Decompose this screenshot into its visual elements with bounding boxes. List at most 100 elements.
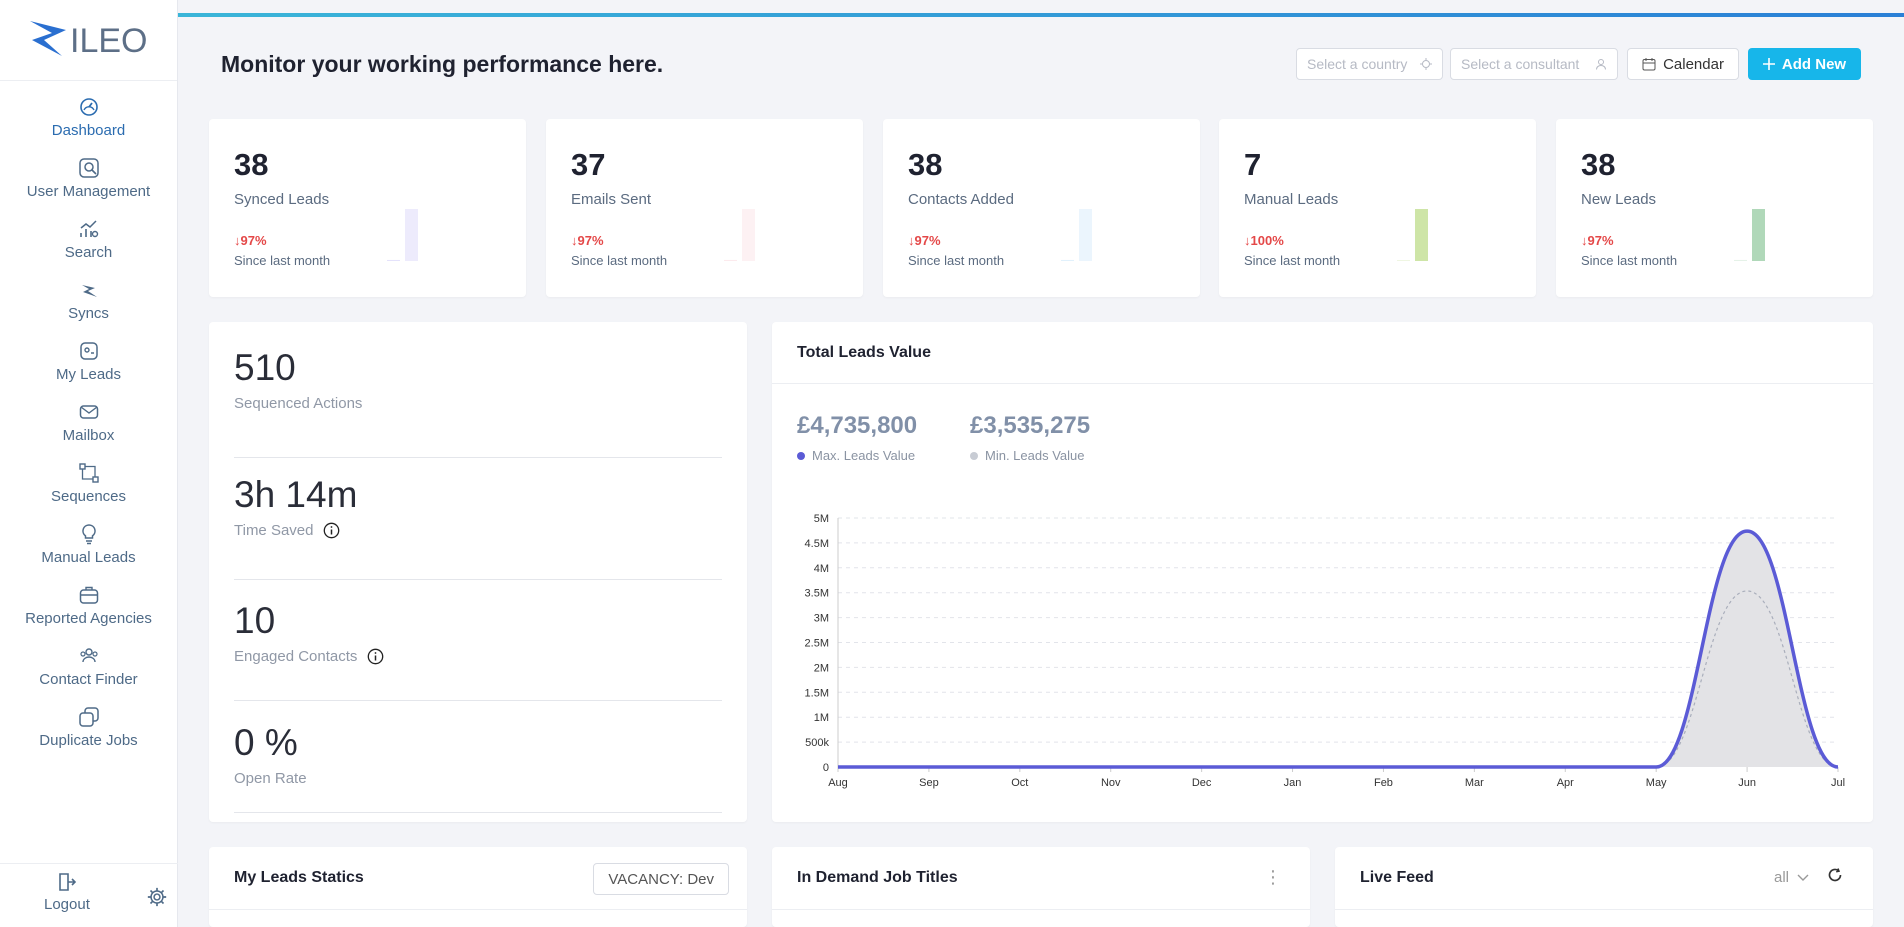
- sidebar-item-mailbox[interactable]: Mailbox: [0, 392, 177, 453]
- sidebar: ILEO Dashboard User Management Search Syncs…: [0, 0, 178, 927]
- stat-delta: ↓97%: [571, 233, 604, 248]
- x-tick-label: Dec: [1192, 777, 1212, 789]
- logout-icon: [59, 873, 77, 891]
- stat-since: Since last month: [571, 253, 668, 268]
- dashboard-gauge-icon: [78, 96, 100, 118]
- min-leads-amount: £3,535,275: [970, 412, 1091, 439]
- sidebar-item-label: Sequences: [50, 488, 127, 505]
- y-tick-label: 2.5M: [805, 638, 829, 650]
- sidebar-item-my-leads[interactable]: My Leads: [0, 331, 177, 392]
- consultant-select[interactable]: Select a consultant: [1450, 48, 1618, 80]
- sidebar-item-label: Duplicate Jobs: [39, 732, 138, 749]
- add-new-button[interactable]: Add New: [1748, 48, 1861, 80]
- page-title: Monitor your working performance here.: [221, 51, 664, 77]
- kebab-menu-icon[interactable]: ⋮: [1264, 867, 1282, 887]
- metric-open-rate: 0 % Open Rate: [234, 701, 722, 813]
- spark-bar: [1079, 209, 1092, 261]
- bulb-icon: [78, 523, 100, 545]
- sync-bolt-icon: [78, 279, 100, 301]
- stat-card-synced-leads: 38 Synced Leads ↓97% Since last month: [209, 119, 526, 297]
- gear-icon: [147, 887, 167, 907]
- spark-bar: [387, 259, 400, 261]
- zileo-logo-icon: ILEO: [30, 21, 147, 60]
- settings-button[interactable]: [146, 886, 168, 913]
- sidebar-item-contact-finder[interactable]: Contact Finder: [0, 636, 177, 697]
- logout-button[interactable]: Logout: [44, 872, 90, 913]
- min-leads-summary: £3,535,275 Min. Leads Value: [970, 412, 1090, 463]
- metric-time-saved: 3h 14m Time Saved: [234, 458, 722, 580]
- spark-bar: [1415, 209, 1428, 261]
- duplicate-icon: [78, 706, 100, 728]
- stat-since: Since last month: [908, 253, 1005, 268]
- spark-bar: [405, 209, 418, 261]
- x-tick-label: Jan: [1284, 777, 1302, 789]
- sidebar-item-label: My Leads: [55, 366, 122, 383]
- metric-sequenced-actions: 510 Sequenced Actions: [234, 347, 722, 458]
- x-tick-label: Nov: [1101, 777, 1121, 789]
- refresh-button[interactable]: [1827, 867, 1843, 888]
- sidebar-item-search[interactable]: Search: [0, 209, 177, 270]
- x-tick-label: Jul: [1831, 777, 1845, 789]
- stat-delta: ↓97%: [1581, 233, 1614, 248]
- chart-search-icon: [78, 218, 100, 240]
- stat-value: 7: [1244, 147, 1262, 182]
- sidebar-item-user-management[interactable]: User Management: [0, 148, 177, 209]
- spark-bar: [724, 259, 737, 261]
- stat-card-new-leads: 38 New Leads ↓97% Since last month: [1556, 119, 1873, 297]
- y-tick-label: 500k: [805, 737, 829, 749]
- y-tick-label: 1.5M: [805, 687, 829, 699]
- sidebar-item-syncs[interactable]: Syncs: [0, 270, 177, 331]
- stat-value: 38: [908, 147, 943, 182]
- logout-label: Logout: [44, 896, 90, 913]
- plus-icon: [1762, 58, 1775, 70]
- country-select[interactable]: Select a country: [1296, 48, 1443, 80]
- sidebar-item-label: Dashboard: [51, 122, 126, 139]
- x-tick-label: Mar: [1465, 777, 1484, 789]
- country-placeholder: Select a country: [1307, 56, 1408, 72]
- spark-bar: [1397, 260, 1410, 261]
- metrics-card: 510 Sequenced Actions 3h 14m Time Saved …: [209, 322, 747, 822]
- live-feed-filter[interactable]: all: [1774, 869, 1809, 886]
- sidebar-item-duplicate-jobs[interactable]: Duplicate Jobs: [0, 697, 177, 758]
- stat-label: Emails Sent: [571, 191, 652, 208]
- metric-label: Open Rate: [234, 770, 307, 787]
- stat-sparkline: [1734, 209, 1765, 261]
- calendar-label: Calendar: [1663, 55, 1724, 73]
- vacancy-select[interactable]: VACANCY: Dev: [593, 863, 729, 895]
- y-tick-label: 1M: [814, 712, 829, 724]
- top-accent-bar: [178, 13, 1904, 17]
- metric-value: 510: [234, 347, 296, 388]
- divider: [772, 383, 1873, 384]
- x-tick-label: Jun: [1738, 777, 1756, 789]
- consultant-placeholder: Select a consultant: [1461, 56, 1580, 72]
- legend-dot-min: [970, 451, 978, 460]
- stat-card-manual-leads: 7 Manual Leads ↓100% Since last month: [1219, 119, 1536, 297]
- stat-label: Synced Leads: [234, 191, 330, 208]
- sidebar-item-dashboard[interactable]: Dashboard: [0, 87, 177, 148]
- in-demand-job-titles-card: In Demand Job Titles ⋮: [772, 847, 1310, 927]
- max-leads-label: Max. Leads Value: [812, 448, 916, 463]
- mail-icon: [78, 401, 100, 423]
- metric-label: Sequenced Actions: [234, 395, 363, 412]
- stat-value: 38: [234, 147, 269, 182]
- sidebar-nav: Dashboard User Management Search Syncs My Le…: [0, 81, 177, 758]
- info-icon[interactable]: [323, 522, 340, 539]
- leads-card-icon: [78, 340, 100, 362]
- stat-since: Since last month: [1581, 253, 1678, 268]
- sidebar-item-reported-agencies[interactable]: Reported Agencies: [0, 575, 177, 636]
- spark-bar: [1752, 209, 1765, 261]
- max-leads-summary: £4,735,800 Max. Leads Value: [797, 412, 917, 463]
- brand-logo[interactable]: ILEO: [0, 0, 177, 81]
- x-tick-label: Feb: [1374, 777, 1393, 789]
- stat-value: 37: [571, 147, 606, 182]
- contacts-icon: [78, 645, 100, 667]
- calendar-button[interactable]: Calendar: [1627, 48, 1739, 80]
- crosshair-icon: [1420, 58, 1432, 70]
- sidebar-item-manual-leads[interactable]: Manual Leads: [0, 514, 177, 575]
- info-icon[interactable]: [367, 648, 384, 665]
- card-title: Live Feed: [1360, 869, 1434, 886]
- chevron-down-icon: [1797, 874, 1809, 881]
- user-search-icon: [78, 157, 100, 179]
- sidebar-item-sequences[interactable]: Sequences: [0, 453, 177, 514]
- stat-label: Manual Leads: [1244, 191, 1339, 208]
